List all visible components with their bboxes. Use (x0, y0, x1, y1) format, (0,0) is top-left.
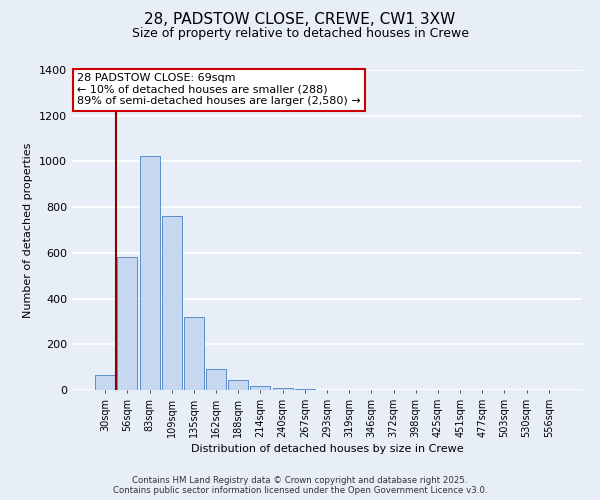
Bar (184, 317, 204, 390)
X-axis label: Distribution of detached houses by size in Crewe: Distribution of detached houses by size … (191, 444, 463, 454)
Text: Contains HM Land Registry data © Crown copyright and database right 2025.
Contai: Contains HM Land Registry data © Crown c… (113, 476, 487, 495)
Bar (95, 375, 115, 390)
Text: 28, PADSTOW CLOSE, CREWE, CW1 3XW: 28, PADSTOW CLOSE, CREWE, CW1 3XW (145, 12, 455, 28)
Bar (272, 388, 293, 390)
Bar (206, 370, 226, 390)
Text: Size of property relative to detached houses in Crewe: Size of property relative to detached ho… (131, 28, 469, 40)
Bar (250, 386, 271, 390)
Bar (118, 258, 137, 390)
Y-axis label: Number of detached properties: Number of detached properties (23, 142, 34, 318)
Text: 28 PADSTOW CLOSE: 69sqm
← 10% of detached houses are smaller (288)
89% of semi-d: 28 PADSTOW CLOSE: 69sqm ← 10% of detache… (77, 73, 361, 106)
Bar (228, 380, 248, 390)
Bar (162, 216, 182, 390)
Bar (140, 156, 160, 390)
